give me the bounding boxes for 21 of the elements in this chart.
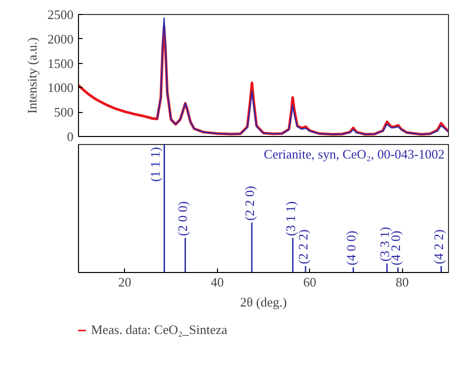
y-tick-label: 0 (67, 129, 74, 144)
x-tick-label: 60 (303, 274, 316, 290)
y-tick-label: 2500 (48, 7, 74, 22)
annotation: Cerianite, syn, CeO₂, 00-043-1002 (264, 146, 445, 162)
annotation: (4 2 2) (431, 229, 446, 264)
y-tick-label: 500 (54, 104, 74, 120)
y-tick-label: 2000 (48, 31, 74, 46)
x-tick-label: 40 (210, 274, 224, 290)
annotation: (2 2 2) (296, 229, 311, 264)
annotation: (2 2 0) (242, 186, 257, 221)
y-tick-label: 1500 (48, 56, 74, 71)
x-tick-label: 20 (118, 274, 132, 290)
annotation: (4 0 0) (343, 230, 358, 266)
annotation: (1 1 1) (147, 147, 162, 182)
annotation: (3 1 1) (282, 201, 298, 236)
legend-label: Meas. data: CeO₂_Sinteza (91, 322, 228, 338)
annotation: (2 0 0) (175, 201, 190, 236)
y-axis-title: Intensity (a.u.) (24, 37, 40, 114)
y-tick-label: 1000 (48, 80, 74, 96)
x-axis-title: 2θ (deg.) (240, 294, 287, 310)
x-tick-label: 80 (396, 274, 409, 290)
